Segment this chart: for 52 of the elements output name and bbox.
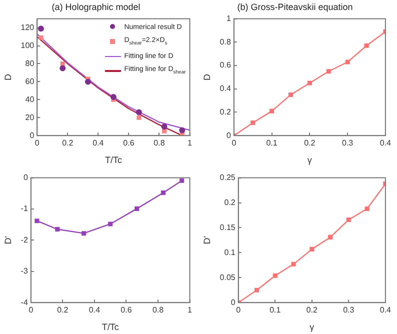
y-tick-label: 1 (226, 14, 232, 24)
y-tick-label: 0 (30, 130, 35, 140)
y-tick-label: 80 (25, 58, 35, 68)
x-axis-title: γ (310, 322, 315, 332)
y-axis-title: D' (2, 236, 13, 244)
y-tick-label: 0.2 (220, 107, 232, 116)
x-axis-title: γ (307, 155, 312, 166)
x-tick-label: 1 (188, 306, 193, 315)
y-tick-label: 0.05 (220, 272, 236, 282)
x-tick-label: 0.1 (266, 138, 278, 148)
x-axis-title: T/Tc (102, 322, 120, 332)
y-tick-label: 100 (20, 40, 35, 50)
y-tick-label: -1 (20, 204, 28, 214)
x-tick-label: 0.3 (343, 306, 355, 315)
y-tick-label: 0 (226, 130, 232, 140)
y-axis-title: D (2, 73, 13, 80)
y-tick-label: 0.15 (220, 222, 236, 232)
y-tick-label: 120 (20, 22, 35, 32)
x-tick-label: 0.1 (270, 306, 282, 315)
x-tick-label: 0.8 (152, 306, 164, 315)
x-tick-label: 0.2 (306, 306, 318, 315)
x-tick-label: 0.6 (120, 306, 132, 315)
y-tick-label: -2 (20, 235, 28, 244)
y-tick-label: -3 (20, 266, 28, 276)
y-tick-label: 0.2 (224, 198, 236, 207)
x-axis-title: T/Tc (104, 155, 122, 166)
y-tick-label: 20 (25, 112, 35, 122)
y-tick-label: 40 (25, 94, 35, 104)
x-tick-label: 0.3 (342, 138, 354, 148)
y-axis-title: D (202, 73, 212, 80)
x-tick-label: 0.4 (380, 138, 392, 148)
x-tick-label: 0.4 (380, 306, 392, 315)
y-tick-label: 0 (23, 173, 28, 182)
x-tick-label: 0.2 (62, 138, 74, 148)
x-tick-label: 0.2 (304, 138, 316, 148)
chart-title: (a) Holographic model (52, 2, 140, 12)
x-tick-label: 1 (188, 138, 193, 148)
x-tick-label: 0.8 (154, 138, 166, 148)
y-tick-label: 0.1 (224, 248, 236, 257)
y-tick-label: 0.6 (220, 60, 232, 70)
y-tick-label: 0.25 (220, 173, 236, 182)
x-tick-label: 0.4 (88, 306, 101, 315)
y-tick-label: 60 (25, 76, 35, 86)
chart-title: (b) Gross-Piteavskii equation (237, 2, 353, 12)
x-tick-label: 0.4 (92, 138, 104, 148)
y-tick-label: 0 (230, 298, 236, 307)
y-axis-title: D' (202, 236, 212, 244)
y-tick-label: 0.8 (220, 37, 232, 46)
y-tick-label: -4 (20, 298, 28, 307)
y-tick-label: 0.4 (220, 84, 232, 94)
x-tick-label: 0.6 (123, 138, 135, 148)
x-tick-label: 0.2 (57, 306, 69, 315)
